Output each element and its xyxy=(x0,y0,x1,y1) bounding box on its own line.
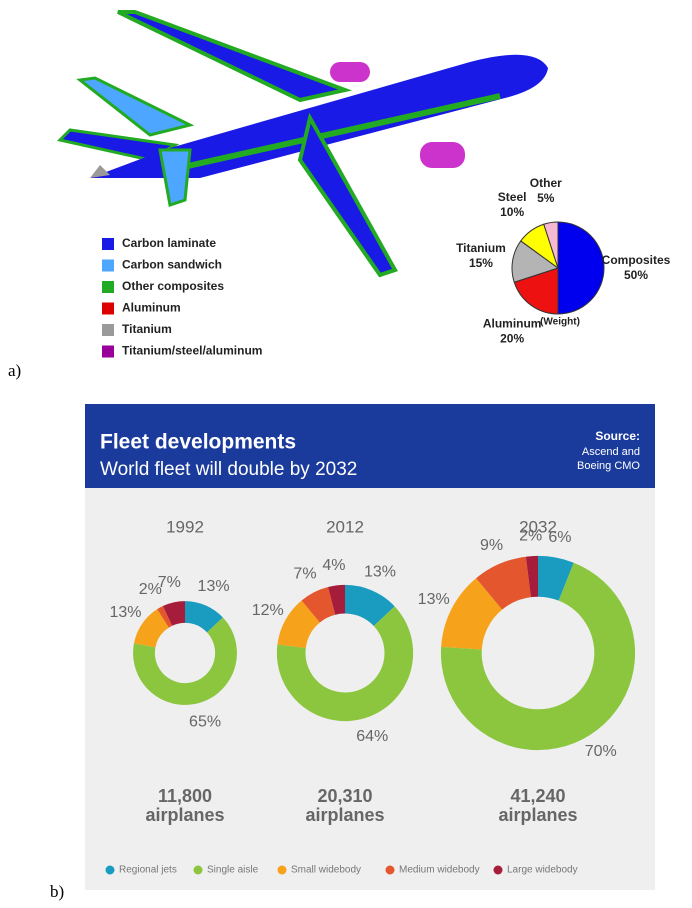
segment-label: 13% xyxy=(364,563,396,580)
legend-label: Small widebody xyxy=(291,865,361,876)
legend-label: Carbon laminate xyxy=(122,236,216,250)
fleet-unit: airplanes xyxy=(145,805,224,825)
slice-name: Titanium xyxy=(456,241,506,255)
donut-segment xyxy=(276,606,414,722)
infographic-title: Fleet developments xyxy=(100,431,296,454)
legend-label: Carbon sandwich xyxy=(122,258,222,272)
segment-label: 4% xyxy=(322,557,345,574)
slice-name: Composites xyxy=(602,253,671,267)
legend-swatch xyxy=(102,345,114,358)
segment-label: 12% xyxy=(252,602,284,619)
segment-label: 2% xyxy=(139,581,162,598)
legend-label: Regional jets xyxy=(119,865,177,876)
slice-name: Steel xyxy=(498,190,527,204)
legend-swatch xyxy=(102,324,114,336)
legend-dot xyxy=(385,865,395,875)
donut-segment xyxy=(185,601,223,633)
donut-segment xyxy=(476,556,531,610)
legend-dot xyxy=(493,865,503,875)
slice-name: Aluminum xyxy=(483,316,542,330)
donut-segment xyxy=(162,601,185,626)
donut-year: 2012 xyxy=(326,517,364,536)
pie-slice xyxy=(513,267,559,315)
legend-swatch xyxy=(102,238,114,250)
pie-slice xyxy=(543,221,559,269)
segment-label: 13% xyxy=(198,578,230,595)
legend-label: Aluminum xyxy=(122,301,181,315)
segment-label: 7% xyxy=(293,566,316,583)
legend-dot xyxy=(193,865,203,875)
panel-label: b) xyxy=(50,882,64,901)
legend-dot xyxy=(277,865,287,875)
airplane-illustration xyxy=(57,10,548,278)
segment-label: 9% xyxy=(480,537,503,554)
segment-label: 2% xyxy=(519,527,542,544)
legend-swatch xyxy=(102,302,114,315)
slice-label: 10% xyxy=(500,205,524,219)
donut-year: 2032 xyxy=(519,517,557,536)
pie-slice xyxy=(557,221,605,315)
legend-label: Titanium xyxy=(122,322,172,336)
segment-label: 7% xyxy=(158,574,181,591)
donut-segment xyxy=(525,555,538,598)
slice-label: 50% xyxy=(624,268,648,282)
donut-segment xyxy=(440,562,636,751)
fleet-total: 41,240 xyxy=(510,786,565,806)
fleet-unit: airplanes xyxy=(498,805,577,825)
donut-segment xyxy=(133,609,169,648)
fleet-total: 11,800 xyxy=(158,786,212,806)
donut-segment xyxy=(133,617,237,705)
slice-label: 15% xyxy=(469,256,493,270)
legend-label: Single aisle xyxy=(207,865,259,876)
source-text: Ascend and xyxy=(582,446,640,458)
donut-segment xyxy=(328,584,345,615)
segment-label: 13% xyxy=(109,604,141,621)
legend-swatch xyxy=(102,259,114,272)
chart-note: (Weight) xyxy=(540,317,580,328)
legend-swatch xyxy=(102,281,114,293)
infographic-subtitle: World fleet will double by 2032 xyxy=(100,459,357,480)
panel-label: a) xyxy=(8,361,21,380)
donut-segment xyxy=(157,606,173,628)
fleet-unit: airplanes xyxy=(305,805,384,825)
slice-name: Other xyxy=(530,176,562,190)
legend-label: Medium widebody xyxy=(399,865,480,876)
slice-label: 20% xyxy=(500,331,524,345)
donut-segment xyxy=(441,578,503,650)
donut-segment xyxy=(301,587,336,623)
infographic-header xyxy=(85,404,655,488)
donut-segment xyxy=(345,584,395,626)
slice-label: 5% xyxy=(537,191,555,205)
segment-label: 64% xyxy=(356,728,388,745)
legend-label: Large widebody xyxy=(507,865,578,876)
segment-label: 70% xyxy=(585,743,617,760)
legend-label: Other composites xyxy=(122,279,224,293)
segment-label: 65% xyxy=(189,713,221,730)
fleet-total: 20,310 xyxy=(317,786,372,806)
segment-label: 6% xyxy=(548,529,571,546)
source-label: Source: xyxy=(595,429,640,443)
segment-label: 13% xyxy=(418,591,450,608)
donut-segment xyxy=(277,600,320,649)
donut-year: 1992 xyxy=(166,517,204,536)
source-text: Boeing CMO xyxy=(577,460,640,472)
donut-segment xyxy=(538,555,574,601)
legend-label: Titanium/steel/aluminum xyxy=(122,344,262,358)
legend-dot xyxy=(105,865,115,875)
